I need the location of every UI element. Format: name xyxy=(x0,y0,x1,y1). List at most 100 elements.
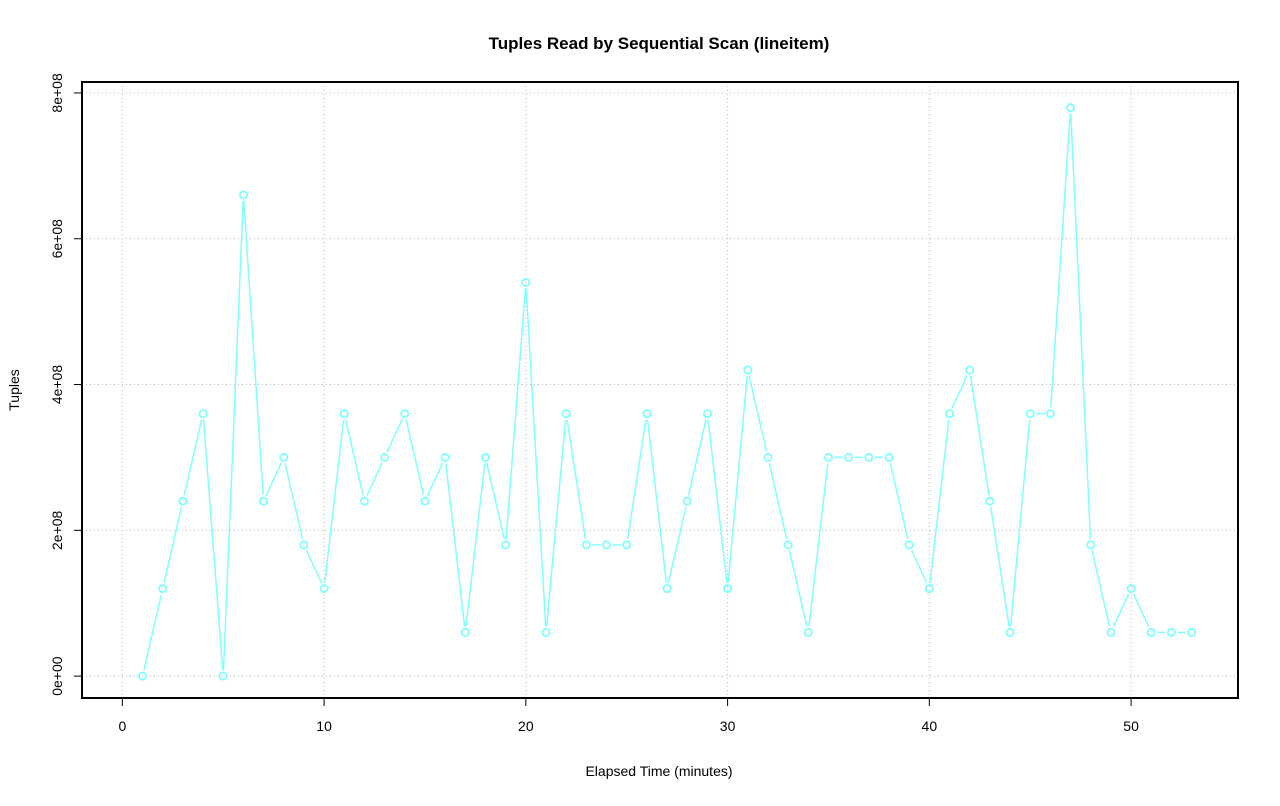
series-segment xyxy=(265,462,282,497)
data-point xyxy=(823,452,833,462)
series-segment xyxy=(486,463,506,540)
y-tick-label: 8e+08 xyxy=(49,73,65,113)
series-segment xyxy=(808,463,829,627)
x-tick-label: 10 xyxy=(316,718,332,734)
x-tick-label: 30 xyxy=(720,718,736,734)
data-point xyxy=(521,277,531,287)
series-segment xyxy=(646,419,668,583)
data-point xyxy=(218,671,228,681)
data-point xyxy=(259,496,269,506)
data-point xyxy=(884,452,894,462)
series-segment xyxy=(1091,550,1111,627)
series-segment xyxy=(788,550,808,627)
data-point xyxy=(279,452,289,462)
x-tick-label: 0 xyxy=(118,718,126,734)
plot-frame xyxy=(81,81,1239,699)
series-segment xyxy=(889,463,909,540)
data-point xyxy=(1166,627,1176,637)
data-point xyxy=(904,540,914,550)
y-axis-label: Tuples xyxy=(6,369,22,411)
series-segment xyxy=(405,419,425,496)
series-segment xyxy=(222,200,244,671)
data-point xyxy=(400,409,410,419)
series-segment xyxy=(727,375,748,583)
series-segment xyxy=(163,506,183,583)
series-segment xyxy=(183,419,203,496)
series-segment xyxy=(951,375,968,409)
y-tick-label: 2e+08 xyxy=(49,510,65,550)
grid xyxy=(82,82,1238,698)
x-tick-label: 40 xyxy=(922,718,938,734)
data-point xyxy=(480,452,490,462)
data-point xyxy=(501,540,511,550)
series-segment xyxy=(324,419,345,583)
chart-title: Tuples Read by Sequential Scan (lineitem… xyxy=(489,34,830,53)
data-point xyxy=(541,627,551,637)
data-point xyxy=(662,584,672,594)
data-point xyxy=(642,409,652,419)
data-point xyxy=(1045,409,1055,419)
series-segment xyxy=(465,463,486,627)
data-point xyxy=(238,190,248,200)
series-segment xyxy=(284,463,304,540)
series-segment xyxy=(990,506,1010,627)
series-segment xyxy=(386,418,403,453)
data-point xyxy=(380,452,390,462)
series-segment xyxy=(667,506,687,583)
data-point xyxy=(602,540,612,550)
series-segment xyxy=(910,550,928,584)
series-segment xyxy=(626,419,647,540)
data-point xyxy=(158,584,168,594)
series-segment xyxy=(707,419,728,583)
data-point xyxy=(299,540,309,550)
series-segment xyxy=(545,419,567,627)
data-point xyxy=(440,452,450,462)
series-segment xyxy=(305,550,323,584)
data-point xyxy=(178,496,188,506)
data-point xyxy=(359,496,369,506)
data-point xyxy=(1025,409,1035,419)
data-point xyxy=(965,365,975,375)
data-point xyxy=(460,627,470,637)
series-segment xyxy=(243,200,264,496)
series-segment xyxy=(445,463,466,627)
data-point xyxy=(339,409,349,419)
series-segment xyxy=(929,419,950,583)
data-point xyxy=(763,452,773,462)
y-tick-label: 0e+00 xyxy=(49,656,65,696)
data-point xyxy=(924,584,934,594)
data-point xyxy=(682,496,692,506)
data-point xyxy=(743,365,753,375)
series-segment xyxy=(687,419,707,496)
data-point xyxy=(1146,627,1156,637)
y-tick-label: 4e+08 xyxy=(49,365,65,405)
data-point xyxy=(864,452,874,462)
series-segment xyxy=(143,594,163,671)
data-point xyxy=(622,540,632,550)
x-axis-label: Elapsed Time (minutes) xyxy=(585,763,732,779)
series-segment xyxy=(768,463,788,540)
series-segment xyxy=(748,375,768,452)
data-point xyxy=(319,584,329,594)
series-segment xyxy=(426,462,444,497)
data-point xyxy=(420,496,430,506)
data-point xyxy=(138,671,148,681)
data-point xyxy=(198,409,208,419)
series-segment xyxy=(1132,593,1150,628)
series-segment xyxy=(1009,419,1031,627)
y-axis: 0e+00 2e+08 4e+08 6e+08 8e+08 xyxy=(49,73,82,696)
data-point xyxy=(945,409,955,419)
series-segment xyxy=(525,288,547,627)
series-segment xyxy=(344,419,364,496)
data-point xyxy=(844,452,854,462)
data-point xyxy=(803,627,813,637)
data-point xyxy=(1187,627,1197,637)
series-segment xyxy=(969,375,990,496)
series-segment xyxy=(366,462,383,497)
data-point xyxy=(783,540,793,550)
y-tick-label: 6e+08 xyxy=(49,219,65,259)
x-tick-label: 20 xyxy=(518,718,534,734)
x-tick-label: 50 xyxy=(1123,718,1139,734)
data-point xyxy=(1005,627,1015,637)
